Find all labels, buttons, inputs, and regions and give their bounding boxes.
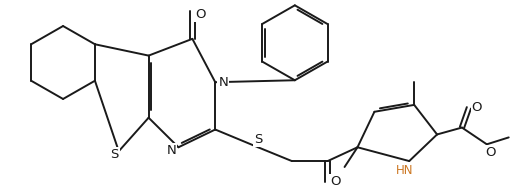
Text: O: O xyxy=(472,101,482,114)
Text: N: N xyxy=(167,144,176,157)
Text: O: O xyxy=(330,175,341,188)
Text: O: O xyxy=(195,8,206,21)
Text: HN: HN xyxy=(396,165,413,178)
Text: O: O xyxy=(485,146,496,159)
Text: S: S xyxy=(110,148,119,161)
Text: N: N xyxy=(218,76,228,89)
Text: S: S xyxy=(254,133,262,146)
